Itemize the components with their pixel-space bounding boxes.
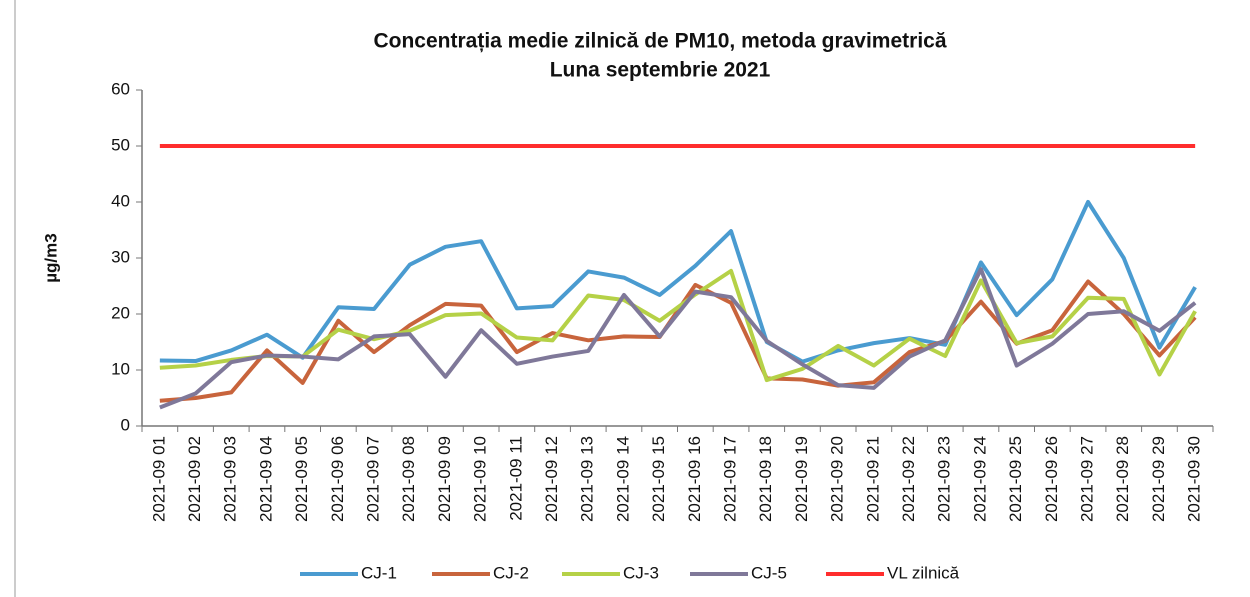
y-axis-label: µg/m3 [41,233,60,282]
x-tick-label: 2021-09 17 [721,436,740,522]
x-tick-label: 2021-09 07 [364,436,383,522]
x-tick-label: 2021-09 12 [542,436,561,522]
x-tick-label: 2021-09 22 [899,436,918,522]
y-tick-label: 40 [111,191,130,210]
x-tick-label: 2021-09 04 [256,436,275,522]
y-tick-label: 50 [111,135,130,154]
legend-label: CJ-2 [493,563,529,582]
legend-label: CJ-5 [751,563,787,582]
x-tick-label: 2021-09 13 [578,436,597,522]
x-tick-label: 2021-09 24 [970,436,989,522]
x-tick-label: 2021-09 10 [471,436,490,522]
x-tick-label: 2021-09 26 [1042,436,1061,522]
x-tick-label: 2021-09 16 [685,436,704,522]
y-tick-label: 10 [111,359,130,378]
chart-title: Concentrația medie zilnică de PM10, meto… [373,30,946,53]
y-tick-label: 60 [111,79,130,98]
legend-label: CJ-3 [623,563,659,582]
x-tick-label: 2021-09 14 [613,436,632,522]
y-tick-label: 0 [121,415,130,434]
x-tick-label: 2021-09 25 [1006,436,1025,522]
x-tick-label: 2021-09 28 [1113,436,1132,522]
x-tick-label: 2021-09 09 [435,436,454,522]
series-line [159,267,1197,410]
x-tick-label: 2021-09 02 [185,436,204,522]
series-line [159,200,1197,364]
x-tick-label: 2021-09 19 [792,436,811,522]
x-tick-label: 2021-09 27 [1078,436,1097,522]
x-tick-label: 2021-09 06 [328,436,347,522]
x-tick-label: 2021-09 11 [506,436,525,521]
series-line [159,268,1197,383]
legend-label: CJ-1 [361,563,397,582]
x-tick-label: 2021-09 05 [292,436,311,522]
x-tick-label: 2021-09 21 [863,436,882,522]
x-tick-label: 2021-09 30 [1185,436,1204,522]
x-tick-label: 2021-09 20 [828,436,847,522]
x-tick-label: 2021-09 23 [935,436,954,522]
y-tick-label: 30 [111,247,130,266]
chart-subtitle: Luna septembrie 2021 [550,59,771,82]
y-tick-label: 20 [111,303,130,322]
x-tick-label: 2021-09 29 [1149,436,1168,522]
x-tick-label: 2021-09 01 [149,436,168,522]
x-tick-label: 2021-09 15 [649,436,668,522]
x-tick-label: 2021-09 03 [221,436,240,522]
x-tick-label: 2021-09 18 [756,436,775,522]
legend-label: VL zilnică [887,563,960,582]
x-tick-label: 2021-09 08 [399,436,418,522]
